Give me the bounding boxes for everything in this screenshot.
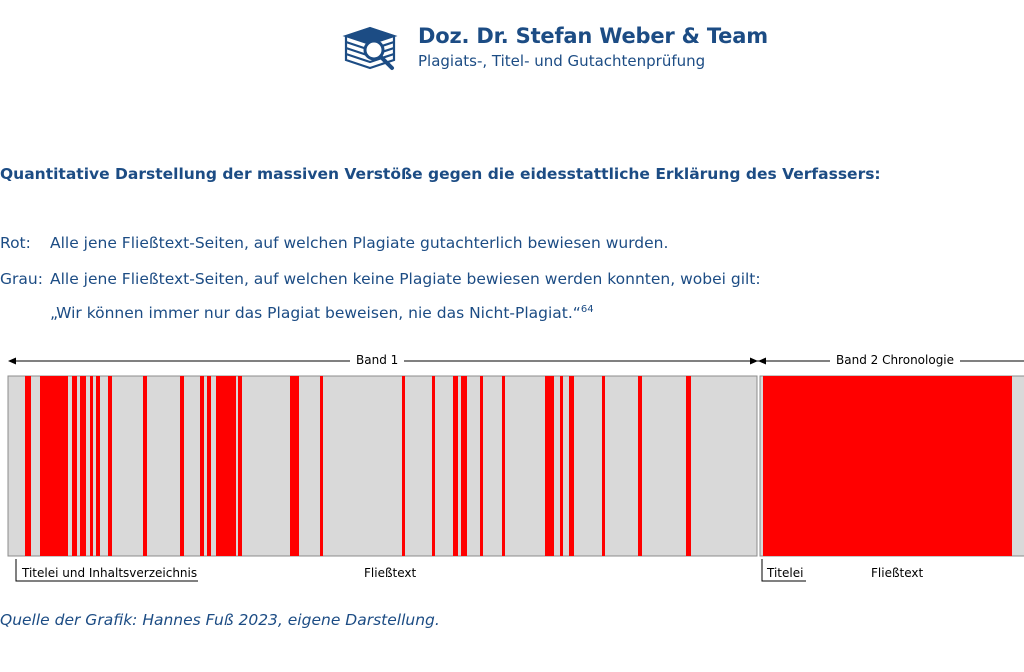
band2-label: Band 2 Chronologie xyxy=(830,353,961,367)
plagiarism-stripe xyxy=(290,376,299,556)
plagiarism-stripe xyxy=(180,376,184,556)
plagiarism-stripe xyxy=(545,376,554,556)
band2-front-bracket xyxy=(761,559,806,582)
plagiarism-stripe xyxy=(602,376,605,556)
band1-front-label: Titelei und Inhaltsverzeichnis xyxy=(22,566,198,580)
legend-red-key: Rot: xyxy=(0,234,31,252)
footnote-marker: 64 xyxy=(580,304,594,315)
plagiarism-stripe xyxy=(96,376,100,556)
band1-arrow-right xyxy=(750,357,758,365)
plagiarism-stripe xyxy=(40,376,68,556)
band1-body-label: Fließtext xyxy=(364,566,417,580)
distribution-svg xyxy=(7,357,1024,582)
plagiarism-stripe xyxy=(480,376,483,556)
plagiarism-stripe xyxy=(200,376,204,556)
band2-body-label: Fließtext xyxy=(871,566,924,580)
plagiarism-stripe xyxy=(143,376,147,556)
plagiarism-stripe xyxy=(402,376,405,556)
band1-arrow-left xyxy=(8,357,16,365)
plagiarism-stripe xyxy=(108,376,112,556)
page-distribution-graphic: Band 1 Band 2 Chronologie Titelei und In… xyxy=(0,345,1024,595)
book-magnifier-icon xyxy=(342,26,398,70)
plagiarism-stripe xyxy=(238,376,242,556)
source-caption: Quelle der Grafik: Hannes Fuß 2023, eige… xyxy=(0,611,440,629)
quote: „Wir können immer nur das Plagiat beweis… xyxy=(50,304,594,322)
band2-front-label: Titelei xyxy=(767,566,804,580)
plagiarism-stripe xyxy=(320,376,323,556)
brand-subtitle: Plagiats-, Titel- und Gutachtenprüfung xyxy=(418,52,706,70)
plagiarism-stripe xyxy=(90,376,93,556)
plagiarism-stripes xyxy=(25,376,1012,556)
band1-label: Band 1 xyxy=(350,353,405,367)
plagiarism-stripe xyxy=(638,376,642,556)
plagiarism-stripe xyxy=(686,376,691,556)
quote-text: „Wir können immer nur das Plagiat beweis… xyxy=(50,304,581,323)
plagiarism-stripe xyxy=(25,376,31,556)
plagiarism-stripe xyxy=(80,376,86,556)
page-heading: Quantitative Darstellung der massiven Ve… xyxy=(0,165,881,183)
plagiarism-stripe xyxy=(763,376,1012,556)
plagiarism-stripe xyxy=(453,376,458,556)
legend-red-text: Alle jene Fließtext-Seiten, auf welchen … xyxy=(50,234,669,252)
band1-front-bracket xyxy=(15,559,198,582)
plagiarism-stripe xyxy=(502,376,505,556)
brand-title: Doz. Dr. Stefan Weber & Team xyxy=(418,24,768,48)
band1-bar xyxy=(7,375,758,557)
plagiarism-stripe xyxy=(560,376,563,556)
plagiarism-stripe xyxy=(207,376,211,556)
legend-grey-text: Alle jene Fließtext-Seiten, auf welchen … xyxy=(50,270,761,288)
band2-arrow-left xyxy=(758,357,766,365)
plagiarism-stripe xyxy=(432,376,435,556)
plagiarism-stripe xyxy=(216,376,236,556)
plagiarism-stripe xyxy=(569,376,574,556)
plagiarism-stripe xyxy=(72,376,77,556)
plagiarism-stripe xyxy=(461,376,467,556)
legend-grey-key: Grau: xyxy=(0,270,43,288)
header: Doz. Dr. Stefan Weber & Team Plagiats-, … xyxy=(340,20,768,76)
